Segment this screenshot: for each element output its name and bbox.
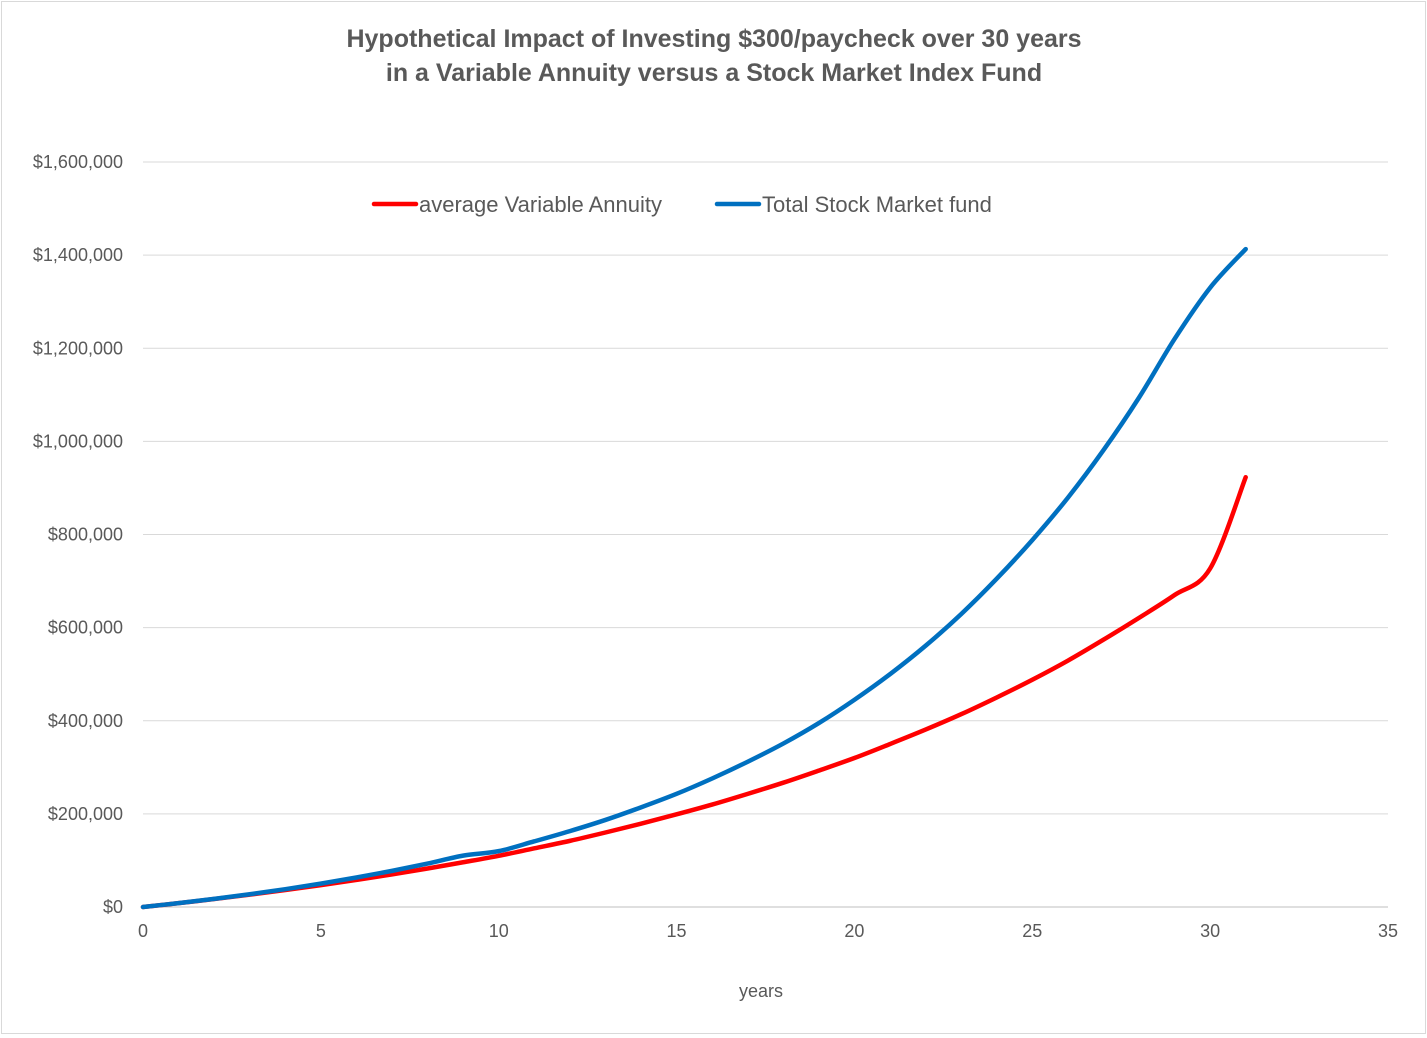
y-tick-label: $600,000 bbox=[48, 618, 123, 638]
y-tick-label: $200,000 bbox=[48, 804, 123, 824]
x-tick-label: 5 bbox=[316, 921, 326, 941]
series-line-2 bbox=[140, 246, 1248, 910]
x-axis-tick-labels: 0 5 10 15 20 25 30 35 bbox=[138, 921, 1398, 941]
x-tick-label: 15 bbox=[667, 921, 687, 941]
chart-title-line-1: Hypothetical Impact of Investing $300/pa… bbox=[346, 25, 1081, 53]
x-tick-label: 35 bbox=[1378, 921, 1398, 941]
chart-title-line-2: in a Variable Annuity versus a Stock Mar… bbox=[386, 59, 1042, 87]
chart-title: Hypothetical Impact of Investing $300/pa… bbox=[346, 25, 1081, 87]
x-tick-label: 30 bbox=[1200, 921, 1220, 941]
x-tick-label: 20 bbox=[844, 921, 864, 941]
y-tick-label: $800,000 bbox=[48, 525, 123, 545]
x-tick-label: 0 bbox=[138, 921, 148, 941]
gridlines bbox=[143, 161, 1388, 908]
y-tick-label: $1,600,000 bbox=[33, 152, 123, 172]
legend: average Variable Annuity Total Stock Mark… bbox=[371, 192, 992, 217]
y-tick-label: $0 bbox=[103, 897, 123, 917]
y-tick-label: $1,000,000 bbox=[33, 431, 123, 451]
x-tick-label: 10 bbox=[489, 921, 509, 941]
series-lines bbox=[140, 246, 1248, 910]
x-axis-label: years bbox=[739, 981, 783, 1001]
y-axis-tick-labels: $0 $200,000 $400,000 $600,000 $800,000 $1,000… bbox=[33, 152, 123, 917]
legend-label: Total Stock Market fund bbox=[762, 192, 992, 217]
y-tick-label: $400,000 bbox=[48, 711, 123, 731]
y-tick-label: $1,200,000 bbox=[33, 338, 123, 358]
y-tick-label: $1,400,000 bbox=[33, 245, 123, 265]
x-tick-label: 25 bbox=[1022, 921, 1042, 941]
legend-label: average Variable Annuity bbox=[419, 192, 662, 217]
series-line-1 bbox=[140, 474, 1248, 910]
